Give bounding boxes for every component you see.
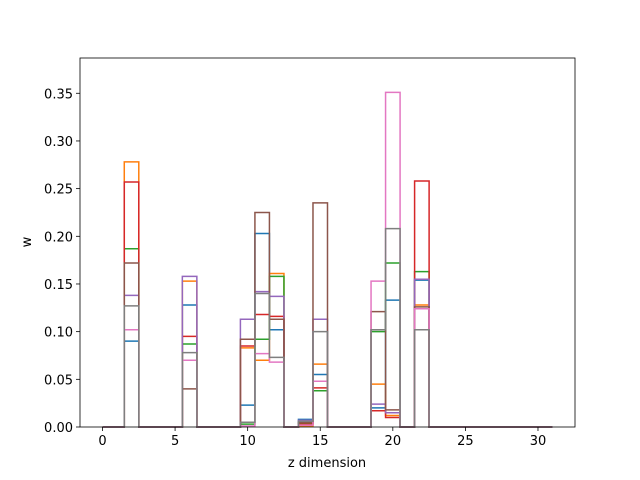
y-tick-label: 0.30 <box>44 135 73 150</box>
x-tick-label: 5 <box>171 434 179 449</box>
y-tick-label: 0.20 <box>44 230 73 245</box>
plot-frame <box>79 57 576 428</box>
x-tick-label: 0 <box>98 434 106 449</box>
y-tick-label: 0.35 <box>44 87 73 102</box>
y-tick-label: 0.10 <box>44 326 73 341</box>
y-tick-label: 0.15 <box>44 278 73 293</box>
y-tick-label: 0.00 <box>44 421 73 436</box>
x-tick-label: 10 <box>239 434 256 449</box>
y-tick-label: 0.25 <box>44 183 73 198</box>
x-tick-label: 25 <box>457 434 474 449</box>
x-tick-label: 15 <box>312 434 329 449</box>
x-tick-label: 30 <box>530 434 547 449</box>
y-axis-label: w <box>20 236 35 247</box>
y-tick-label: 0.05 <box>44 373 73 388</box>
x-axis-label: z dimension <box>288 456 366 471</box>
x-tick-label: 20 <box>385 434 402 449</box>
